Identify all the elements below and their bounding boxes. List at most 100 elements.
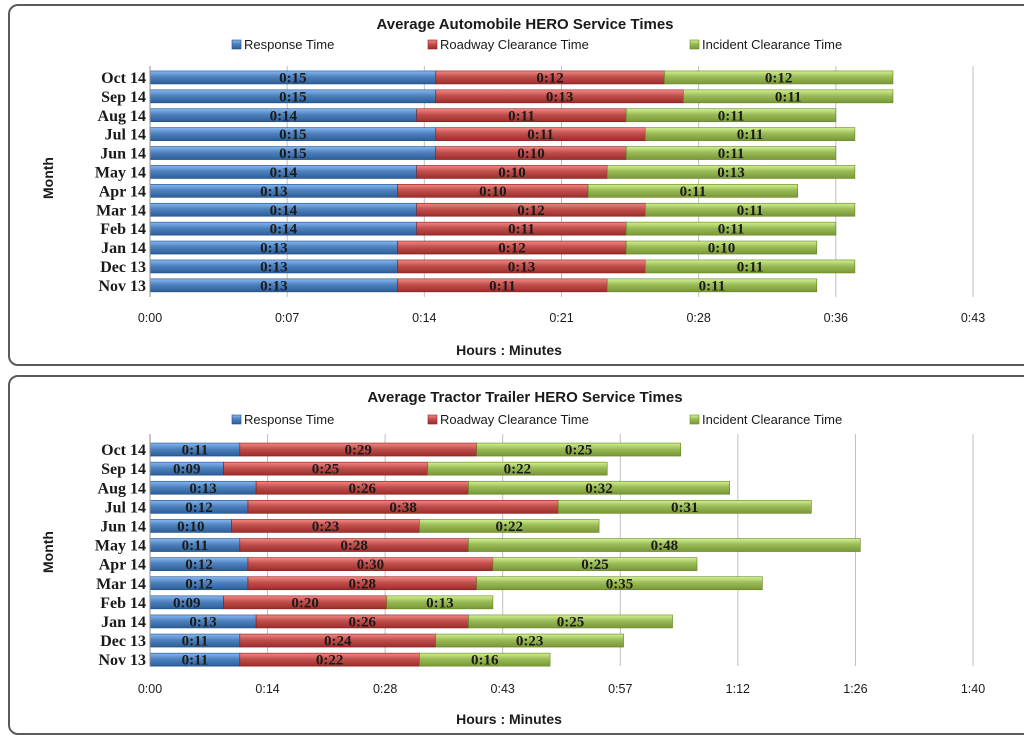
data-label: 0:24: [324, 634, 352, 650]
bar-segment: [492, 557, 698, 571]
data-label: 0:11: [737, 127, 764, 143]
data-label: 0:09: [173, 595, 201, 611]
category-label: Sep 14: [101, 89, 146, 106]
x-tick-label: 1:12: [726, 682, 750, 696]
y-axis-label: Month: [40, 157, 56, 199]
data-label: 0:16: [471, 653, 499, 669]
x-tick-label: 0:43: [491, 682, 515, 696]
bar-segment: [468, 538, 861, 552]
data-label: 0:25: [312, 462, 340, 478]
x-tick-label: 0:14: [255, 682, 279, 696]
data-label: 0:32: [585, 481, 613, 497]
bar-segment: [468, 480, 730, 495]
data-label: 0:38: [389, 500, 417, 516]
data-label: 0:22: [316, 653, 344, 669]
x-tick-label: 0:57: [608, 682, 632, 696]
x-tick-label: 0:28: [686, 311, 710, 325]
data-label: 0:13: [260, 184, 288, 200]
data-label: 0:12: [185, 557, 213, 573]
data-label: 0:10: [177, 519, 205, 535]
bar-segment: [606, 278, 818, 293]
bar-segment: [683, 89, 894, 104]
data-label: 0:11: [489, 278, 516, 294]
x-axis-label: Hours : Minutes: [456, 342, 562, 358]
category-label: Mar 14: [96, 576, 146, 593]
category-label: Jul 14: [105, 127, 146, 144]
category-label: Nov 13: [98, 278, 146, 295]
data-label: 0:22: [504, 462, 532, 478]
x-tick-label: 0:36: [824, 311, 848, 325]
data-label: 0:13: [260, 278, 288, 294]
data-label: 0:11: [718, 146, 745, 162]
bar-segment: [645, 127, 856, 141]
legend-swatch: [689, 414, 700, 425]
data-label: 0:13: [260, 259, 288, 275]
data-label: 0:11: [737, 259, 764, 275]
data-label: 0:13: [260, 241, 288, 257]
bar-segment: [625, 146, 837, 160]
data-label: 0:12: [185, 500, 213, 516]
legend-label: Incident Clearance Time: [702, 412, 842, 427]
data-label: 0:15: [279, 70, 307, 86]
data-label: 0:11: [508, 108, 535, 124]
legend-swatch: [231, 414, 242, 425]
data-label: 0:10: [708, 241, 736, 257]
data-label: 0:11: [775, 89, 802, 105]
category-label: Mar 14: [96, 202, 146, 219]
chart-1: Average Tractor Trailer HERO Service Tim…: [40, 389, 985, 727]
data-label: 0:31: [671, 500, 699, 516]
data-label: 0:11: [699, 278, 726, 294]
data-label: 0:10: [498, 165, 526, 181]
data-label: 0:20: [291, 595, 319, 611]
data-label: 0:23: [312, 519, 340, 535]
bar-segment: [625, 108, 837, 123]
category-label: Jun 14: [100, 518, 146, 535]
data-label: 0:13: [546, 89, 574, 105]
data-label: 0:12: [185, 576, 213, 592]
data-label: 0:29: [344, 443, 372, 459]
data-label: 0:35: [606, 576, 634, 592]
data-label: 0:14: [270, 222, 298, 238]
data-label: 0:13: [508, 259, 536, 275]
data-label: 0:12: [536, 70, 564, 86]
legend-label: Response Time: [244, 412, 334, 427]
tractor-trailer-chart-panel: [8, 375, 1024, 735]
legend-swatch: [689, 39, 700, 50]
data-label: 0:12: [765, 70, 793, 86]
chart-title: Average Tractor Trailer HERO Service Tim…: [367, 389, 682, 406]
bar-segment: [476, 442, 682, 457]
data-label: 0:15: [279, 127, 307, 143]
x-tick-label: 1:40: [961, 682, 985, 696]
data-label: 0:14: [270, 108, 298, 124]
bar-segment: [427, 461, 608, 476]
bar-segment: [468, 614, 673, 629]
legend-swatch: [427, 414, 438, 425]
x-tick-label: 0:07: [275, 311, 299, 325]
category-label: Oct 14: [101, 442, 146, 459]
bar-segment: [557, 500, 812, 514]
bar-segment: [419, 652, 551, 667]
bar-segment: [419, 519, 600, 533]
x-tick-label: 0:00: [138, 311, 162, 325]
legend-swatch: [231, 39, 242, 50]
legend-swatch: [427, 39, 438, 50]
data-label: 0:12: [517, 203, 545, 219]
category-label: Jan 14: [101, 240, 146, 257]
legend-label: Incident Clearance Time: [702, 37, 842, 52]
data-label: 0:28: [349, 576, 377, 592]
bar-segment: [606, 165, 856, 179]
data-label: 0:11: [718, 222, 745, 238]
data-label: 0:25: [565, 443, 593, 459]
data-label: 0:25: [581, 557, 609, 573]
data-label: 0:10: [479, 184, 507, 200]
data-label: 0:15: [279, 146, 307, 162]
bar-segment: [476, 576, 763, 591]
legend-label: Roadway Clearance Time: [440, 37, 589, 52]
data-label: 0:11: [718, 108, 745, 124]
data-label: 0:13: [717, 165, 745, 181]
data-label: 0:11: [182, 443, 209, 459]
bar-segment: [435, 633, 624, 648]
data-label: 0:30: [357, 557, 385, 573]
category-label: Oct 14: [101, 70, 146, 87]
